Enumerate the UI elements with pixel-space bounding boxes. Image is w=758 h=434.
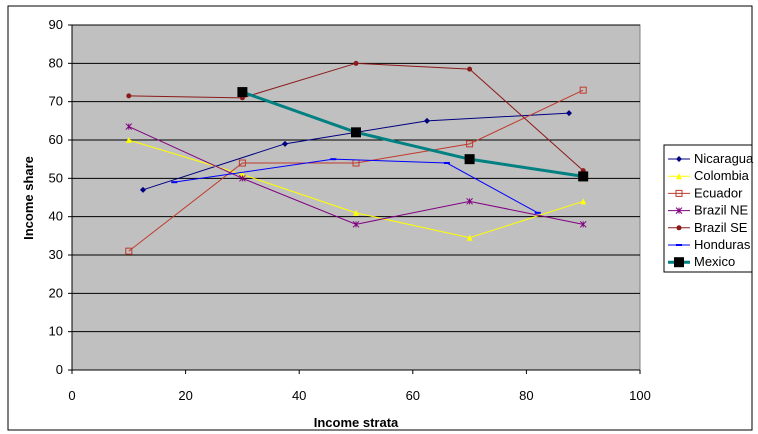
y-tick-label: 50 (49, 170, 63, 185)
legend-label: Nicaragua (694, 151, 754, 166)
data-point (466, 197, 473, 205)
series-mexico (237, 87, 589, 182)
data-point (676, 225, 682, 231)
series-line-mexico (241, 90, 584, 178)
data-point (239, 171, 246, 178)
data-point (239, 174, 246, 182)
data-point (125, 247, 133, 255)
x-axis-title: Income strata (314, 415, 399, 430)
data-point (125, 137, 132, 143)
data-point (578, 171, 589, 182)
data-point (676, 173, 682, 180)
data-point (675, 207, 683, 214)
data-point (464, 154, 475, 165)
legend-label: Honduras (694, 237, 751, 252)
axes: 0 10 20 30 40 50 60 70 80 90 0 20 40 60 80 100 (49, 17, 651, 403)
series-lines (125, 60, 589, 255)
data-point (467, 66, 473, 72)
data-point (566, 110, 572, 117)
legend-item-brazil-se: Brazil SE (668, 220, 748, 235)
x-tick-label: 40 (292, 388, 306, 403)
data-point (579, 220, 587, 228)
series-honduras (171, 158, 541, 214)
legend-label: Mexico (694, 254, 735, 269)
data-point (424, 117, 430, 124)
x-tick-label: 0 (68, 388, 75, 403)
data-point (330, 158, 337, 161)
data-point (351, 127, 361, 138)
series-line-ecuador (128, 89, 584, 252)
legend-item-mexico: Mexico (668, 254, 735, 269)
data-point (675, 189, 683, 197)
y-tick-label: 0 (56, 362, 63, 377)
y-tick-label: 60 (49, 132, 63, 147)
y-tick-label: 40 (49, 209, 63, 224)
series-brazil-ne (125, 123, 587, 228)
data-point (171, 181, 178, 184)
data-point (579, 86, 587, 94)
data-point (140, 186, 146, 193)
data-point (353, 60, 359, 66)
y-tick-label: 90 (49, 17, 63, 32)
legend-item-ecuador: Ecuador (668, 185, 743, 200)
data-point (466, 234, 473, 241)
y-tick-label: 10 (49, 324, 63, 339)
data-point (674, 257, 684, 268)
data-point (282, 140, 288, 147)
data-point (125, 123, 133, 130)
data-point (353, 209, 359, 216)
legend-label: Ecuador (694, 185, 743, 200)
plot-area (71, 24, 641, 371)
x-tick-label: 20 (178, 388, 192, 403)
y-tick-label: 30 (49, 247, 63, 262)
y-tick-label: 20 (49, 285, 63, 300)
legend: Nicaragua Colombia Ecuador Brazil NE Brazil … (663, 144, 754, 273)
grid-lines (72, 24, 640, 333)
legend-label: Brazil SE (694, 220, 748, 235)
x-tick-label: 60 (406, 388, 420, 403)
data-point (237, 87, 248, 98)
data-point (676, 244, 682, 246)
data-point (534, 211, 541, 214)
series-ecuador (125, 86, 587, 255)
data-point (676, 156, 682, 162)
legend-item-colombia: Colombia (668, 168, 750, 183)
x-tick-label: 100 (629, 388, 651, 403)
legend-item-nicaragua: Nicaragua (668, 151, 754, 166)
legend-item-honduras: Honduras (668, 237, 751, 252)
legend-label: Brazil NE (694, 203, 749, 218)
series-colombia (125, 137, 587, 241)
series-line-honduras (174, 158, 539, 214)
y-tick-label: 70 (49, 94, 63, 109)
y-tick-label: 80 (49, 55, 63, 70)
data-point (238, 159, 246, 167)
legend-label: Colombia (694, 168, 750, 183)
legend-item-brazil-ne: Brazil NE (668, 203, 749, 218)
data-point (126, 93, 132, 99)
x-tick-label: 80 (519, 388, 533, 403)
data-point (443, 162, 450, 164)
data-point (580, 198, 587, 205)
data-point (466, 140, 474, 148)
y-axis-title: Income share (21, 156, 36, 240)
data-point (352, 220, 360, 228)
